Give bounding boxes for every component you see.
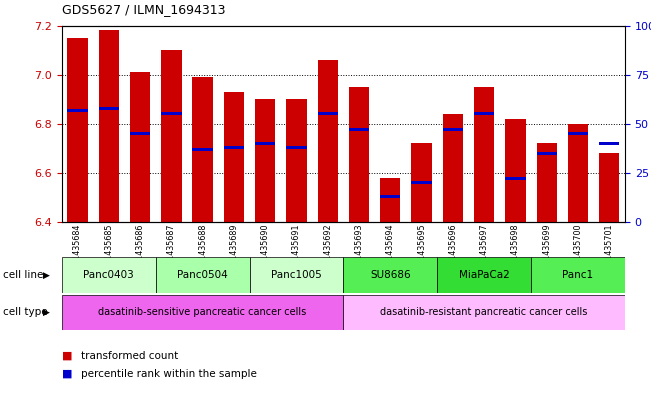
- Bar: [568, 132, 589, 135]
- Bar: [343, 295, 625, 330]
- Bar: [349, 87, 369, 222]
- Text: percentile rank within the sample: percentile rank within the sample: [81, 369, 257, 379]
- Bar: [98, 107, 119, 110]
- Text: ■: ■: [62, 369, 72, 379]
- Text: dasatinib-sensitive pancreatic cancer cells: dasatinib-sensitive pancreatic cancer ce…: [98, 307, 307, 318]
- Bar: [130, 132, 150, 135]
- Bar: [318, 112, 338, 116]
- Bar: [437, 257, 531, 293]
- Bar: [67, 108, 88, 112]
- Bar: [255, 99, 275, 222]
- Bar: [156, 257, 249, 293]
- Bar: [568, 124, 589, 222]
- Bar: [130, 72, 150, 222]
- Bar: [599, 142, 620, 145]
- Text: dasatinib-resistant pancreatic cancer cells: dasatinib-resistant pancreatic cancer ce…: [380, 307, 588, 318]
- Bar: [255, 142, 275, 145]
- Text: Panc0504: Panc0504: [177, 270, 228, 280]
- Text: Panc1: Panc1: [562, 270, 594, 280]
- Bar: [380, 178, 400, 222]
- Bar: [536, 143, 557, 222]
- Bar: [318, 60, 338, 222]
- Bar: [349, 128, 369, 131]
- Bar: [98, 31, 119, 222]
- Bar: [474, 87, 494, 222]
- Bar: [505, 119, 525, 222]
- Text: SU8686: SU8686: [370, 270, 411, 280]
- Text: ▶: ▶: [44, 271, 50, 279]
- Bar: [343, 257, 437, 293]
- Bar: [161, 50, 182, 222]
- Bar: [411, 143, 432, 222]
- Bar: [224, 92, 244, 222]
- Bar: [193, 77, 213, 222]
- Bar: [380, 195, 400, 198]
- Text: cell line: cell line: [3, 270, 44, 280]
- Bar: [474, 112, 494, 116]
- Bar: [62, 257, 156, 293]
- Text: ■: ■: [62, 351, 72, 361]
- Bar: [224, 146, 244, 149]
- Bar: [161, 112, 182, 116]
- Text: ▶: ▶: [44, 308, 50, 317]
- Text: Panc0403: Panc0403: [83, 270, 134, 280]
- Bar: [193, 148, 213, 151]
- Bar: [411, 181, 432, 184]
- Bar: [286, 99, 307, 222]
- Bar: [62, 295, 343, 330]
- Bar: [443, 128, 463, 131]
- Text: Panc1005: Panc1005: [271, 270, 322, 280]
- Bar: [531, 257, 625, 293]
- Bar: [536, 152, 557, 155]
- Bar: [443, 114, 463, 222]
- Text: GDS5627 / ILMN_1694313: GDS5627 / ILMN_1694313: [62, 3, 225, 16]
- Bar: [505, 177, 525, 180]
- Bar: [249, 257, 343, 293]
- Text: cell type: cell type: [3, 307, 48, 318]
- Bar: [67, 38, 88, 222]
- Bar: [599, 153, 620, 222]
- Text: MiaPaCa2: MiaPaCa2: [459, 270, 510, 280]
- Text: transformed count: transformed count: [81, 351, 178, 361]
- Bar: [286, 146, 307, 149]
